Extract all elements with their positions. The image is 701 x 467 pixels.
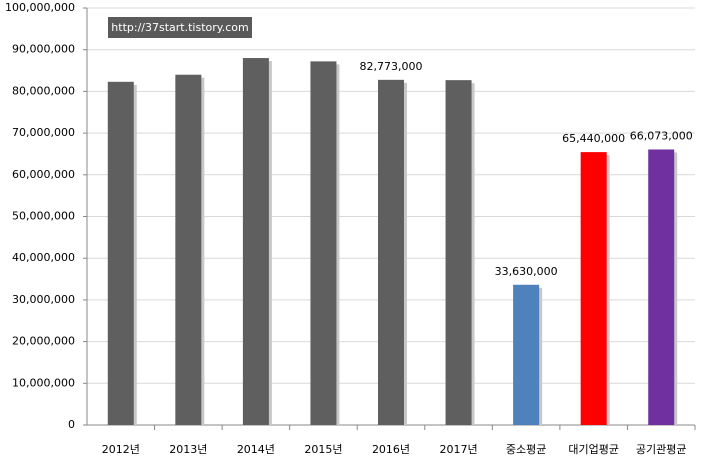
y-tick-label: 50,000,000 [12, 210, 75, 223]
y-tick-label: 10,000,000 [12, 376, 75, 389]
x-tick-label: 2015년 [304, 443, 342, 456]
bar [648, 149, 675, 425]
bar [378, 79, 404, 425]
y-tick-label: 40,000,000 [12, 251, 75, 264]
x-tick-label: 2016년 [372, 443, 410, 456]
x-tick-label: 중소평균 [506, 443, 546, 456]
annotation-box [108, 17, 252, 38]
value-label: 66,073,000 [630, 129, 693, 142]
bar [175, 74, 202, 425]
y-tick-label: 20,000,000 [12, 335, 75, 348]
bar [310, 61, 337, 425]
y-tick-label: 30,000,000 [12, 293, 75, 306]
y-tick-label: 60,000,000 [12, 168, 75, 181]
y-tick-label: 70,000,000 [12, 126, 75, 139]
y-tick-label: 80,000,000 [12, 84, 75, 97]
bar [107, 81, 134, 426]
bar [580, 152, 607, 425]
bar [445, 80, 472, 426]
y-tick-label: 0 [68, 418, 75, 431]
x-tick-label: 2014년 [237, 443, 275, 456]
annotation: http://37start.tistory.com [111, 21, 248, 34]
x-tick-label: 2017년 [439, 443, 477, 456]
value-label: 82,773,000 [360, 60, 423, 73]
x-tick-label: 2013년 [169, 443, 207, 456]
bar [242, 58, 269, 425]
x-tick-label: 2012년 [102, 443, 140, 456]
bar [513, 284, 540, 425]
value-label: 65,440,000 [562, 132, 625, 145]
x-tick-label: 대기업평균 [568, 443, 619, 456]
value-label: 33,630,000 [495, 265, 558, 278]
y-tick-label: 90,000,000 [12, 43, 75, 56]
x-tick-label: 공기관평균 [636, 443, 687, 456]
y-tick-label: 100,000,000 [5, 1, 75, 14]
